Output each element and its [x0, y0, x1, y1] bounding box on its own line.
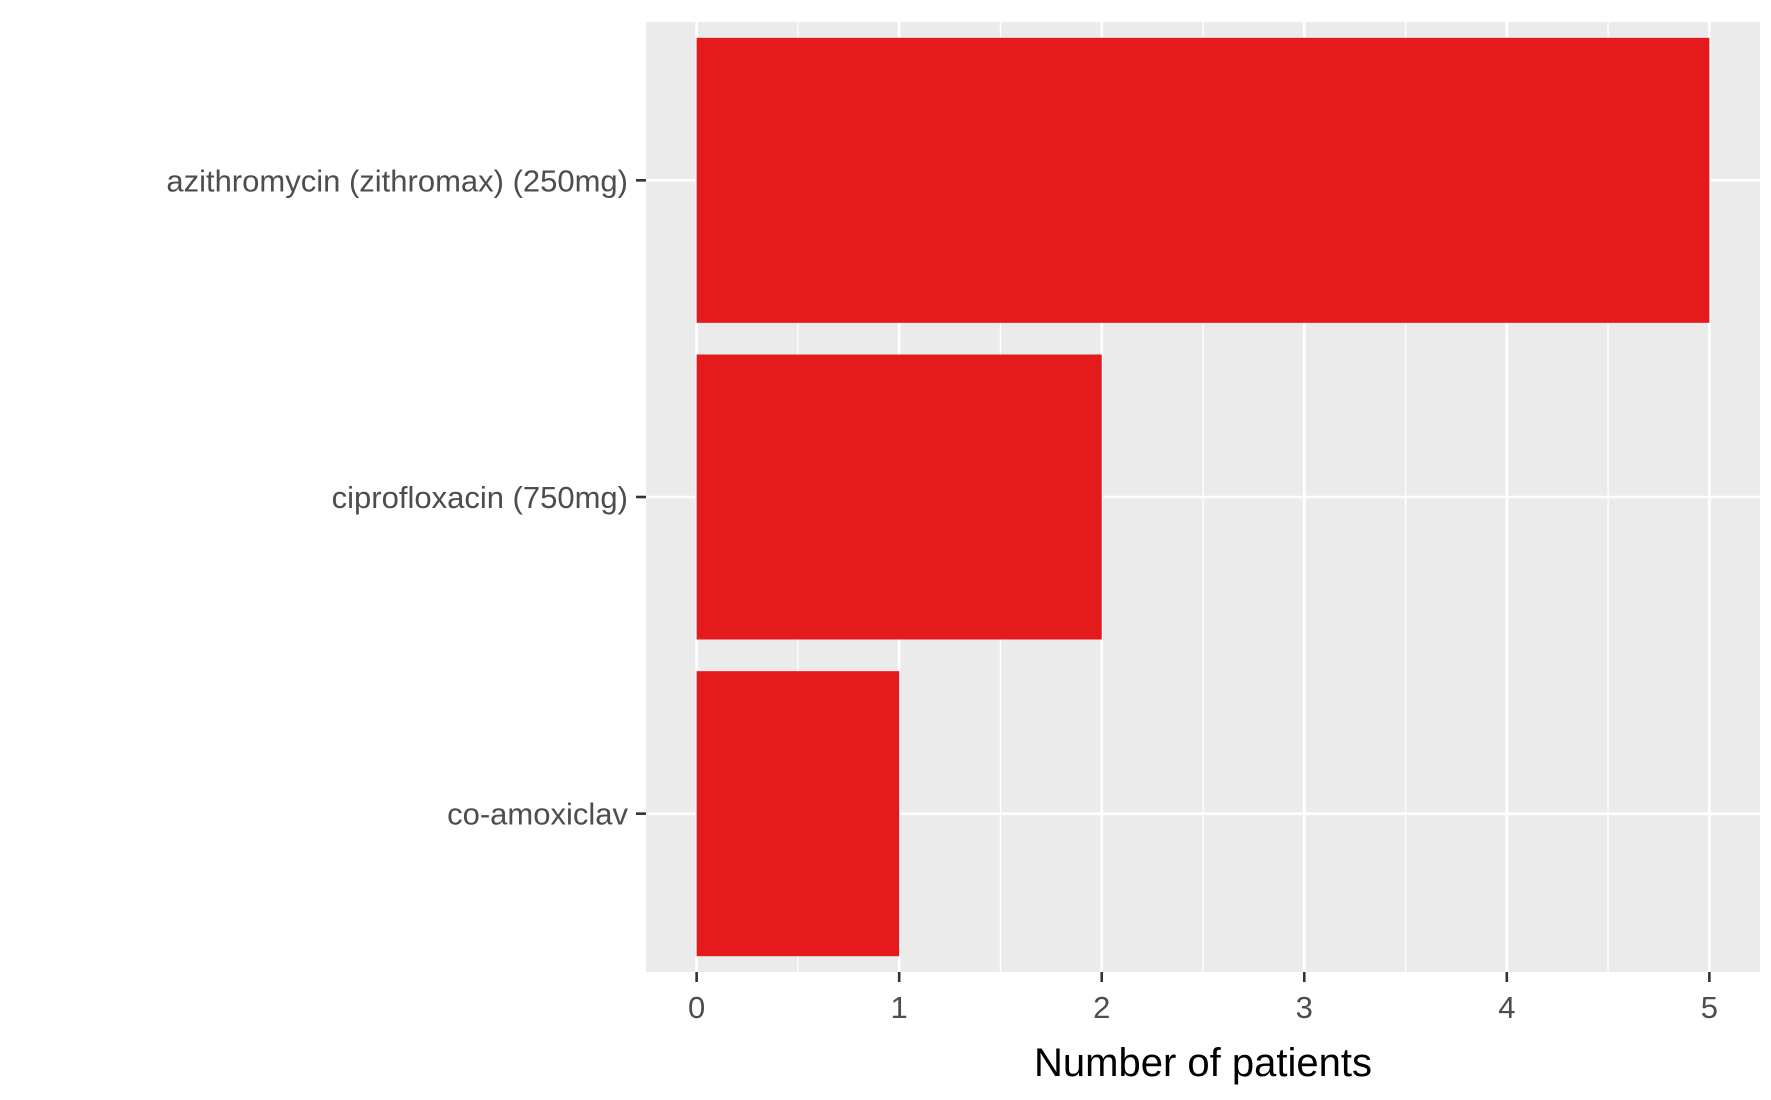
- bar-2: [696, 671, 900, 957]
- bars: [696, 37, 1710, 957]
- x-axis-title: Number of patients: [1034, 1041, 1372, 1085]
- x-tick-label: 5: [1701, 990, 1718, 1025]
- x-tick-label: 2: [1093, 990, 1110, 1025]
- y-tick-label: ciprofloxacin (750mg): [332, 480, 628, 515]
- x-tick-label: 4: [1498, 990, 1515, 1025]
- y-tick-label: co-amoxiclav: [447, 797, 628, 832]
- x-axis: 0 1 2 3 4 5: [688, 972, 1718, 1025]
- y-tick-label: azithromycin (zithromax) (250mg): [166, 163, 628, 198]
- x-tick-label: 0: [688, 990, 705, 1025]
- y-axis: azithromycin (zithromax) (250mg) ciproflo…: [166, 163, 646, 832]
- bar-1: [696, 354, 1102, 640]
- x-tick-label: 3: [1296, 990, 1313, 1025]
- x-tick-label: 1: [891, 990, 908, 1025]
- bar-0: [696, 37, 1710, 323]
